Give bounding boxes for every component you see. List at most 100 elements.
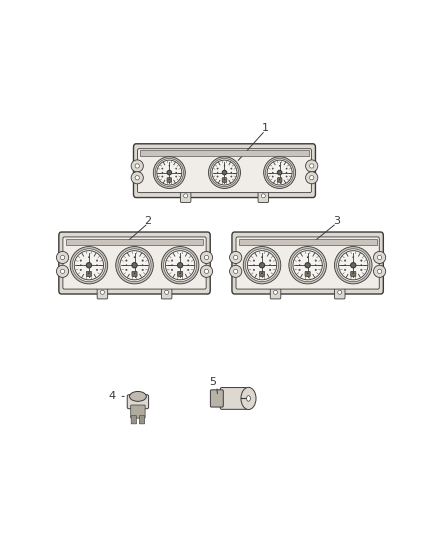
Ellipse shape bbox=[162, 176, 163, 177]
Ellipse shape bbox=[176, 168, 177, 169]
FancyBboxPatch shape bbox=[131, 405, 145, 418]
Ellipse shape bbox=[165, 290, 169, 294]
Ellipse shape bbox=[374, 265, 386, 277]
Ellipse shape bbox=[162, 172, 163, 173]
Ellipse shape bbox=[167, 171, 172, 175]
Ellipse shape bbox=[269, 260, 271, 261]
Ellipse shape bbox=[200, 265, 212, 277]
Ellipse shape bbox=[135, 164, 139, 168]
Text: 5: 5 bbox=[209, 377, 216, 387]
Ellipse shape bbox=[217, 176, 218, 177]
Ellipse shape bbox=[361, 265, 362, 266]
Ellipse shape bbox=[286, 168, 287, 169]
Ellipse shape bbox=[310, 175, 314, 180]
FancyBboxPatch shape bbox=[180, 191, 191, 203]
Ellipse shape bbox=[224, 165, 225, 166]
Ellipse shape bbox=[338, 290, 342, 294]
Ellipse shape bbox=[205, 269, 208, 273]
Ellipse shape bbox=[339, 251, 368, 280]
FancyBboxPatch shape bbox=[63, 237, 206, 289]
Ellipse shape bbox=[306, 160, 318, 172]
Ellipse shape bbox=[241, 387, 256, 409]
Ellipse shape bbox=[200, 252, 212, 263]
FancyBboxPatch shape bbox=[258, 191, 268, 203]
Ellipse shape bbox=[230, 265, 242, 277]
Ellipse shape bbox=[272, 172, 273, 173]
Ellipse shape bbox=[378, 255, 382, 260]
Ellipse shape bbox=[142, 265, 143, 266]
Ellipse shape bbox=[142, 260, 143, 261]
Ellipse shape bbox=[350, 263, 356, 268]
Ellipse shape bbox=[261, 194, 265, 198]
Ellipse shape bbox=[267, 160, 292, 185]
Text: 3: 3 bbox=[333, 216, 340, 226]
FancyBboxPatch shape bbox=[220, 387, 247, 409]
Ellipse shape bbox=[315, 260, 317, 261]
FancyBboxPatch shape bbox=[66, 239, 203, 245]
Ellipse shape bbox=[264, 157, 296, 189]
Ellipse shape bbox=[272, 176, 273, 177]
Ellipse shape bbox=[155, 158, 184, 187]
Ellipse shape bbox=[337, 249, 370, 281]
Ellipse shape bbox=[247, 395, 251, 401]
Ellipse shape bbox=[293, 251, 322, 280]
Ellipse shape bbox=[245, 249, 279, 281]
Ellipse shape bbox=[269, 269, 271, 271]
Ellipse shape bbox=[265, 158, 294, 187]
Ellipse shape bbox=[345, 265, 346, 266]
FancyBboxPatch shape bbox=[140, 150, 309, 156]
Ellipse shape bbox=[88, 273, 89, 274]
Ellipse shape bbox=[299, 269, 300, 271]
Ellipse shape bbox=[172, 265, 173, 266]
Ellipse shape bbox=[315, 265, 316, 266]
Ellipse shape bbox=[243, 247, 281, 284]
FancyBboxPatch shape bbox=[277, 177, 282, 182]
Ellipse shape bbox=[253, 269, 254, 271]
Ellipse shape bbox=[80, 269, 81, 271]
Ellipse shape bbox=[222, 171, 227, 175]
Ellipse shape bbox=[353, 257, 354, 258]
FancyBboxPatch shape bbox=[236, 237, 379, 289]
Ellipse shape bbox=[131, 160, 143, 172]
FancyBboxPatch shape bbox=[97, 287, 108, 299]
Ellipse shape bbox=[169, 165, 170, 166]
Ellipse shape bbox=[230, 252, 242, 263]
FancyBboxPatch shape bbox=[167, 177, 172, 182]
Ellipse shape bbox=[212, 160, 237, 185]
FancyBboxPatch shape bbox=[351, 271, 356, 277]
Ellipse shape bbox=[162, 168, 163, 169]
Ellipse shape bbox=[231, 168, 232, 169]
Ellipse shape bbox=[273, 290, 278, 294]
Ellipse shape bbox=[57, 252, 69, 263]
Ellipse shape bbox=[80, 265, 81, 266]
Ellipse shape bbox=[360, 260, 362, 261]
FancyBboxPatch shape bbox=[132, 271, 137, 277]
Text: 1: 1 bbox=[262, 123, 268, 133]
Ellipse shape bbox=[100, 290, 104, 294]
Ellipse shape bbox=[161, 247, 199, 284]
FancyBboxPatch shape bbox=[259, 271, 265, 277]
Ellipse shape bbox=[126, 269, 127, 271]
Ellipse shape bbox=[187, 269, 189, 271]
Ellipse shape bbox=[378, 269, 382, 273]
Ellipse shape bbox=[374, 252, 386, 263]
Ellipse shape bbox=[253, 260, 254, 261]
Ellipse shape bbox=[57, 265, 69, 277]
FancyBboxPatch shape bbox=[335, 287, 345, 299]
FancyBboxPatch shape bbox=[270, 287, 281, 299]
Ellipse shape bbox=[353, 273, 354, 274]
FancyBboxPatch shape bbox=[222, 177, 227, 182]
Ellipse shape bbox=[134, 257, 135, 258]
Ellipse shape bbox=[120, 251, 149, 280]
FancyBboxPatch shape bbox=[305, 271, 310, 277]
Ellipse shape bbox=[205, 255, 208, 260]
Ellipse shape bbox=[286, 176, 287, 177]
FancyBboxPatch shape bbox=[86, 271, 92, 277]
Ellipse shape bbox=[233, 269, 238, 273]
Ellipse shape bbox=[72, 249, 106, 281]
Ellipse shape bbox=[279, 165, 280, 166]
Ellipse shape bbox=[217, 172, 218, 173]
Ellipse shape bbox=[286, 172, 287, 173]
Text: 2: 2 bbox=[145, 216, 152, 226]
FancyBboxPatch shape bbox=[161, 287, 172, 299]
